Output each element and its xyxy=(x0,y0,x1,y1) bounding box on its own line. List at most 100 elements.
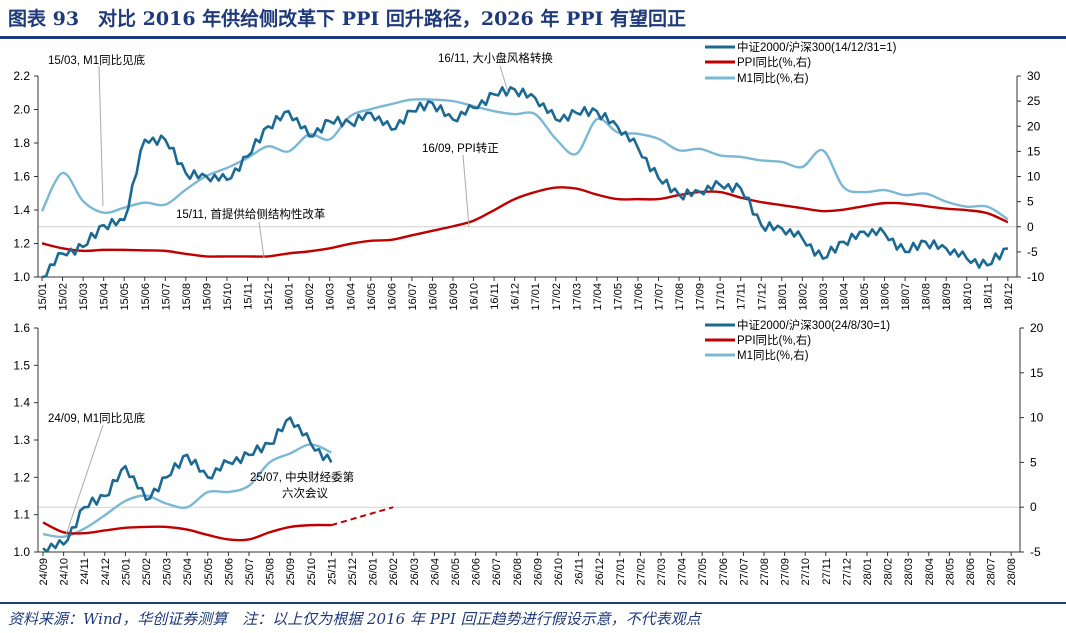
x-tick-label: 16/03 xyxy=(325,283,337,311)
right-tick-label: -10 xyxy=(1027,270,1045,284)
x-tick-label: 26/12 xyxy=(594,558,606,586)
x-tick-label: 18/03 xyxy=(818,283,830,311)
x-tick-label: 28/04 xyxy=(924,558,936,586)
x-tick-label: 27/10 xyxy=(800,558,812,586)
source-note: 资料来源：Wind，华创证券测算 注：以上仅为根据 2016 年 PPI 回正趋… xyxy=(8,610,701,628)
annotation-style-switch: 16/11, 大小盘风格转换 xyxy=(438,51,553,65)
x-tick-label: 18/09 xyxy=(941,283,953,311)
x-tick-label: 25/12 xyxy=(347,558,359,586)
annotation-leader xyxy=(462,154,470,228)
x-tick-label: 24/11 xyxy=(79,558,91,585)
x-tick-label: 15/03 xyxy=(78,283,90,311)
chart-bottom: 1.0 1.1 1.2 1.3 1.4 1.5 1.6 -5 0 5 10 15 20 24/09 24/1… xyxy=(13,318,1043,586)
annotations-top: 15/03, M1同比见底 16/11, 大小盘风格转换 16/09, PPI转… xyxy=(48,51,553,259)
annotation-supply-side-reform: 15/11, 首提供给侧结构性改革 xyxy=(176,207,325,221)
left-tick-label: 1.6 xyxy=(13,170,30,184)
x-tick-label: 27/01 xyxy=(615,558,627,586)
ppi-projection-dashed xyxy=(331,506,394,527)
series-line-m1 xyxy=(40,98,1009,221)
x-tick-label: 15/11 xyxy=(243,283,255,310)
x-tick-label: 18/07 xyxy=(900,283,912,311)
x-tick-label: 26/09 xyxy=(532,558,544,586)
x-tick-label: 26/11 xyxy=(574,558,586,585)
x-tick-label: 26/04 xyxy=(429,558,441,586)
x-tick-label: 16/09 xyxy=(448,283,460,311)
x-tick-label: 17/05 xyxy=(612,283,624,311)
x-tick-label: 25/01 xyxy=(120,558,132,586)
x-tick-label: 18/11 xyxy=(982,283,994,310)
x-tick-label: 27/08 xyxy=(759,558,771,586)
x-tick-label: 17/11 xyxy=(736,283,748,310)
left-tick-label: 1.5 xyxy=(13,358,30,372)
series-line-ppi xyxy=(42,521,332,542)
x-tick-label: 28/02 xyxy=(883,558,895,586)
x-tick-label: 17/02 xyxy=(551,283,563,311)
x-tick-label: 25/10 xyxy=(306,558,318,586)
x-tick-label: 28/06 xyxy=(965,558,977,586)
x-tick-label: 27/05 xyxy=(697,558,709,586)
legend-label: PPI同比(%,右) xyxy=(737,55,811,69)
series-line-index-ratio xyxy=(41,86,1009,279)
x-tick-label: 27/02 xyxy=(635,558,647,586)
right-tick-label: 0 xyxy=(1027,220,1034,234)
x-tick-label: 25/05 xyxy=(203,558,215,586)
x-tick-label: 25/08 xyxy=(265,558,277,586)
x-tick-label: 16/08 xyxy=(427,283,439,311)
left-tick-label: 1.4 xyxy=(13,203,30,217)
x-tick-label: 25/06 xyxy=(223,558,235,586)
x-tick-label: 26/08 xyxy=(512,558,524,586)
x-tick-label: 15/06 xyxy=(140,283,152,311)
annotation-m1-bottom-2015: 15/03, M1同比见底 xyxy=(48,53,146,67)
x-tick-label: 17/01 xyxy=(530,283,542,311)
x-tick-label: 16/05 xyxy=(366,283,378,311)
left-tick-label: 1.4 xyxy=(13,396,30,410)
x-tick-label: 17/10 xyxy=(715,283,727,311)
x-tick-label: 26/01 xyxy=(368,558,380,586)
x-tick-label: 28/05 xyxy=(944,558,956,586)
right-tick-label: 5 xyxy=(1027,195,1034,209)
x-tick-label: 15/08 xyxy=(181,283,193,311)
x-tick-label: 16/12 xyxy=(510,283,522,311)
x-tick-label: 24/12 xyxy=(100,558,112,586)
x-tick-label: 18/06 xyxy=(880,283,892,311)
x-tick-label: 15/07 xyxy=(160,283,172,311)
left-tick-label: 1.8 xyxy=(13,136,30,150)
x-tick-label: 15/09 xyxy=(201,283,213,311)
x-tick-label: 26/03 xyxy=(409,558,421,586)
right-tick-label: 10 xyxy=(1030,411,1044,425)
title-divider xyxy=(0,36,1066,39)
left-tick-label: 1.3 xyxy=(13,433,30,447)
annotation-leader xyxy=(98,65,104,207)
x-tick-label: 26/05 xyxy=(450,558,462,586)
legend-label: PPI同比(%,右) xyxy=(737,333,811,347)
x-tick-label: 24/09 xyxy=(38,558,50,586)
left-tick-label: 1.6 xyxy=(13,321,30,335)
x-tick-label: 27/03 xyxy=(656,558,668,586)
x-tick-label: 27/04 xyxy=(677,558,689,586)
x-tick-label: 26/10 xyxy=(553,558,565,586)
left-tick-label: 2.0 xyxy=(13,103,30,117)
x-tick-label: 15/12 xyxy=(263,283,275,311)
annotation-leader xyxy=(499,65,509,93)
x-tick-label: 27/11 xyxy=(821,558,833,585)
x-tick-label: 18/04 xyxy=(838,283,850,311)
annotation-leader xyxy=(258,221,265,259)
x-tick-label: 18/02 xyxy=(797,283,809,311)
x-tick-label: 15/10 xyxy=(222,283,234,311)
annotation-m1-bottom-2024: 24/09, M1同比见底 xyxy=(48,411,146,425)
x-tick-label: 16/07 xyxy=(407,283,419,311)
x-tick-label: 16/06 xyxy=(386,283,398,311)
x-tick-label: 18/10 xyxy=(962,283,974,311)
x-tick-label: 27/07 xyxy=(738,558,750,586)
series-line-ppi xyxy=(41,186,1009,258)
x-tick-label: 28/03 xyxy=(903,558,915,586)
x-tick-label: 15/05 xyxy=(119,283,131,311)
x-tick-label: 15/02 xyxy=(58,283,70,311)
right-tick-label: 15 xyxy=(1030,366,1044,380)
x-tick-label: 24/10 xyxy=(59,558,71,586)
right-tick-label: 25 xyxy=(1027,94,1041,108)
right-tick-label: 30 xyxy=(1027,69,1041,83)
series-line-index-ratio xyxy=(42,416,333,553)
x-tick-label: 18/01 xyxy=(777,283,789,311)
